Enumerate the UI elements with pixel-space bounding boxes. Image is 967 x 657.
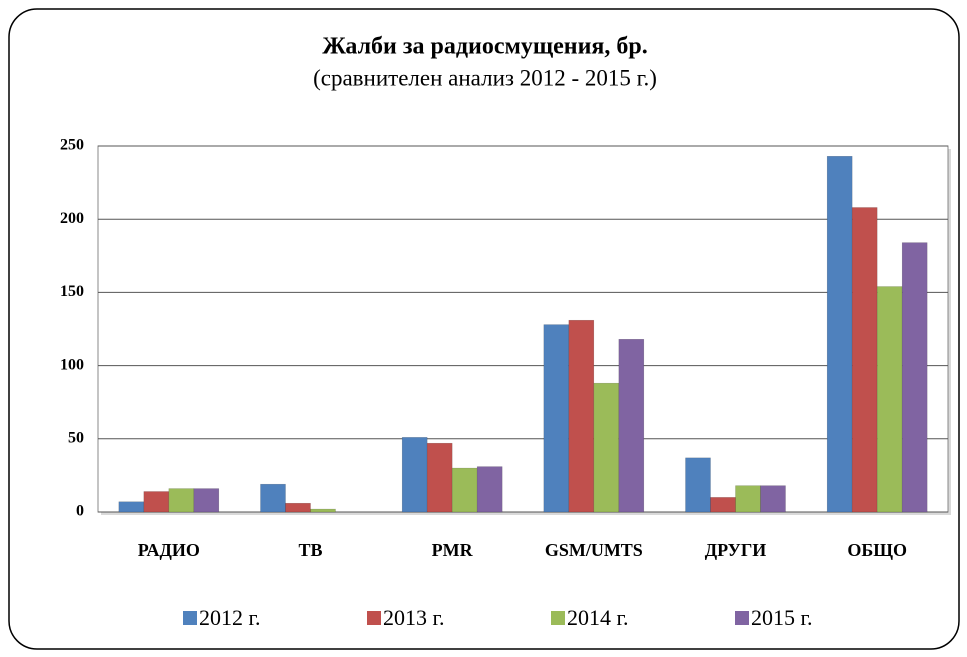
bar xyxy=(618,338,645,513)
legend-label: 2013 г. xyxy=(383,605,445,630)
bar xyxy=(901,242,928,513)
y-tick-label: 50 xyxy=(68,429,84,446)
bar xyxy=(685,457,711,513)
bar xyxy=(118,501,145,513)
legend-swatch xyxy=(183,611,197,625)
x-tick-label: ДРУГИ xyxy=(705,540,767,560)
bar xyxy=(593,382,620,513)
bar xyxy=(193,488,220,513)
legend-swatch xyxy=(735,611,749,625)
legend-swatch xyxy=(551,611,565,625)
bar xyxy=(451,467,478,513)
legend-label: 2012 г. xyxy=(199,605,261,630)
x-tick-label: ОБЩО xyxy=(847,540,907,560)
bar xyxy=(710,497,736,513)
x-tick-label: PMR xyxy=(432,540,474,560)
bar xyxy=(426,442,453,513)
bar xyxy=(168,488,195,513)
bar xyxy=(876,286,903,513)
bar xyxy=(285,502,311,513)
bar xyxy=(476,466,503,513)
y-tick-label: 0 xyxy=(76,503,84,520)
y-tick-label: 200 xyxy=(60,210,84,227)
bar xyxy=(826,155,853,513)
legend-label: 2014 г. xyxy=(567,605,629,630)
x-tick-label: GSM/UMTS xyxy=(545,540,643,560)
bar xyxy=(310,508,336,513)
bar xyxy=(760,485,786,513)
y-tick-label: 250 xyxy=(60,137,84,154)
y-tick-label: 150 xyxy=(60,283,84,300)
x-tick-label: ТВ xyxy=(298,540,322,560)
bar xyxy=(568,319,595,513)
chart-title: Жалби за радиосмущения, бр. xyxy=(322,34,648,60)
bar xyxy=(543,324,570,513)
plot-area xyxy=(97,145,949,513)
bar xyxy=(260,483,286,513)
bar xyxy=(735,485,761,513)
x-tick-label: РАДИО xyxy=(138,540,200,560)
legend-swatch xyxy=(367,611,381,625)
bar xyxy=(851,207,878,513)
bar xyxy=(143,491,170,513)
legend-label: 2015 г. xyxy=(751,605,813,630)
chart-subtitle: (сравнителен анализ 2012 - 2015 г.) xyxy=(313,65,657,90)
y-tick-label: 100 xyxy=(60,356,84,373)
bar xyxy=(401,437,428,513)
